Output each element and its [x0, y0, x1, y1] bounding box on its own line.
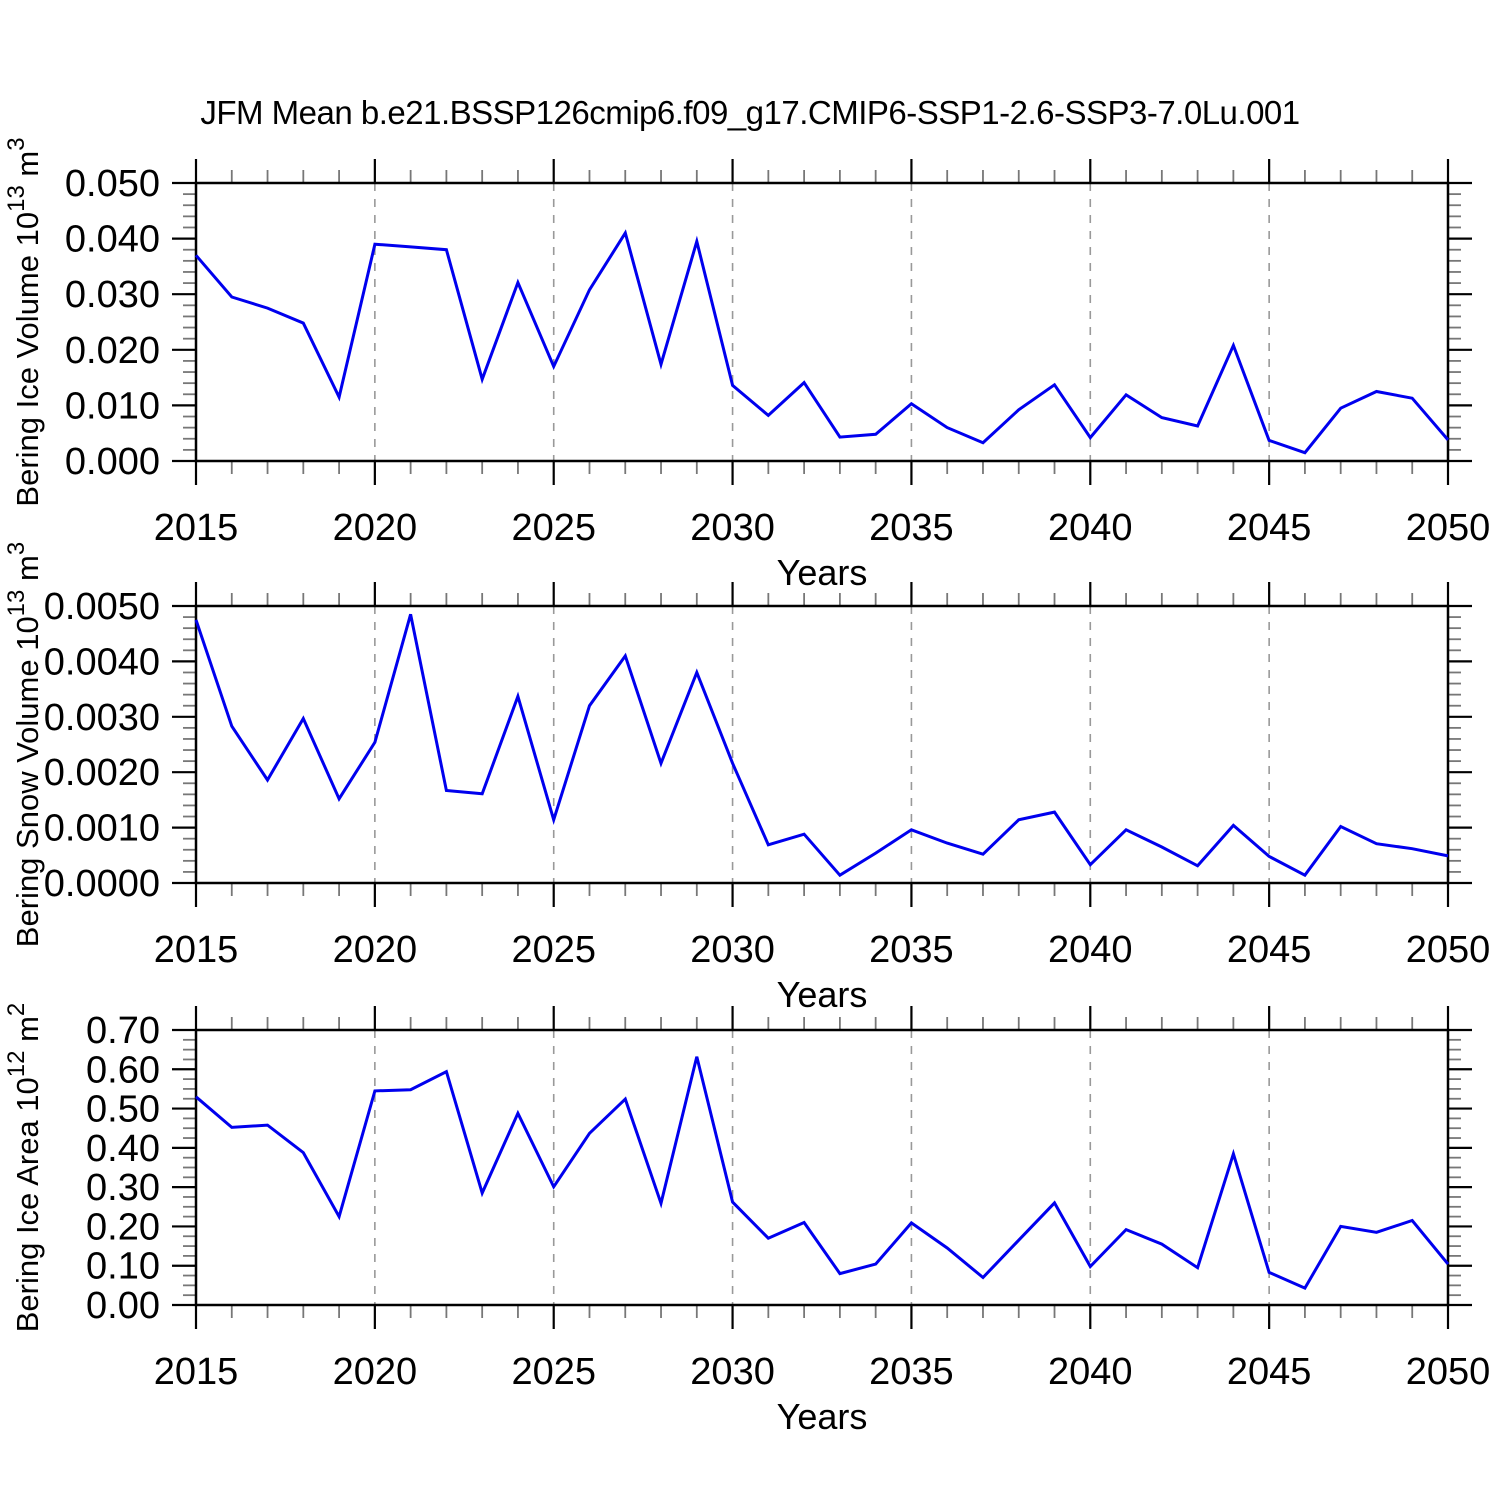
x-tick-label: 2040	[1048, 507, 1133, 549]
x-tick-label: 2035	[869, 1351, 954, 1393]
y-tick-label: 0.0020	[44, 752, 160, 794]
y-tick-label: 0.30	[86, 1167, 160, 1209]
x-tick-label: 2020	[333, 1351, 418, 1393]
x-axis-title: Years	[777, 1396, 868, 1437]
y-tick-label: 0.0040	[44, 641, 160, 683]
x-tick-label: 2015	[154, 507, 239, 549]
y-tick-label: 0.000	[65, 441, 160, 483]
x-tick-label: 2050	[1406, 929, 1491, 971]
x-tick-label: 2015	[154, 1351, 239, 1393]
data-line-bering-ice-area	[195, 1056, 1450, 1291]
x-tick-label: 2020	[333, 929, 418, 971]
x-tick-label: 2030	[690, 507, 775, 549]
y-tick-label: 0.0030	[44, 697, 160, 739]
y-tick-label: 0.050	[65, 163, 160, 205]
x-tick-label: 2035	[869, 507, 954, 549]
y-tick-label: 0.60	[86, 1049, 160, 1091]
data-line-bering-snow-volume	[194, 613, 1449, 878]
x-tick-label: 2025	[511, 507, 596, 549]
x-tick-label: 2035	[869, 929, 954, 971]
y-tick-label: 0.040	[65, 219, 160, 261]
x-axis-title: Years	[777, 974, 868, 1015]
plot-frame	[194, 1028, 1450, 1307]
x-tick-label: 2015	[154, 929, 239, 971]
plot-frame	[194, 604, 1450, 885]
x-tick-label: 2025	[511, 929, 596, 971]
panel-bering-ice-volume: 0.000 0.010 0.020 0.030 0.040 0.050 2015 2020 20…	[3, 137, 1490, 593]
x-tick-label: 2020	[333, 507, 418, 549]
panel-bering-snow-volume: 0.0000 0.0010 0.0020 0.0030 0.0040 0.0050 2015…	[3, 542, 1490, 1015]
y-axis-title: Bering Ice Volume 1013 m3	[3, 137, 45, 506]
x-tick-label: 2030	[690, 929, 775, 971]
y-axis-title: Bering Ice Area 1012 m2	[3, 1003, 45, 1333]
x-axis-title: Years	[777, 552, 868, 593]
x-tick-label: 2045	[1227, 929, 1312, 971]
x-tick-label: 2050	[1406, 1351, 1491, 1393]
y-tick-label: 0.020	[65, 330, 160, 372]
x-tick-label: 2050	[1406, 507, 1491, 549]
x-tick-label: 2045	[1227, 507, 1312, 549]
y-tick-label: 0.0010	[44, 808, 160, 850]
x-tick-label: 2040	[1048, 929, 1133, 971]
x-tick-label: 2045	[1227, 1351, 1312, 1393]
y-tick-label: 0.10	[86, 1246, 160, 1288]
x-tick-label: 2040	[1048, 1351, 1133, 1393]
y-axis-title: Bering Snow Volume 1013 m3	[3, 542, 45, 947]
data-line-bering-ice-volume	[194, 229, 1450, 455]
y-tick-label: 0.50	[86, 1089, 160, 1131]
plot-frame	[194, 181, 1450, 463]
y-tick-label: 0.010	[65, 385, 160, 427]
y-tick-label: 0.70	[86, 1010, 160, 1052]
y-tick-label: 0.0000	[44, 863, 160, 905]
chart-title: JFM Mean b.e21.BSSP126cmip6.f09_g17.CMIP…	[200, 94, 1300, 131]
y-tick-label: 0.40	[86, 1128, 160, 1170]
y-tick-label: 0.00	[86, 1285, 160, 1327]
y-tick-label: 0.0050	[44, 586, 160, 628]
x-tick-label: 2030	[690, 1351, 775, 1393]
y-tick-label: 0.030	[65, 274, 160, 316]
x-tick-label: 2025	[511, 1351, 596, 1393]
panel-bering-ice-area: 0.000.100.200.300.400.500.600.70 2015 2020…	[3, 1003, 1490, 1437]
y-tick-label: 0.20	[86, 1206, 160, 1248]
